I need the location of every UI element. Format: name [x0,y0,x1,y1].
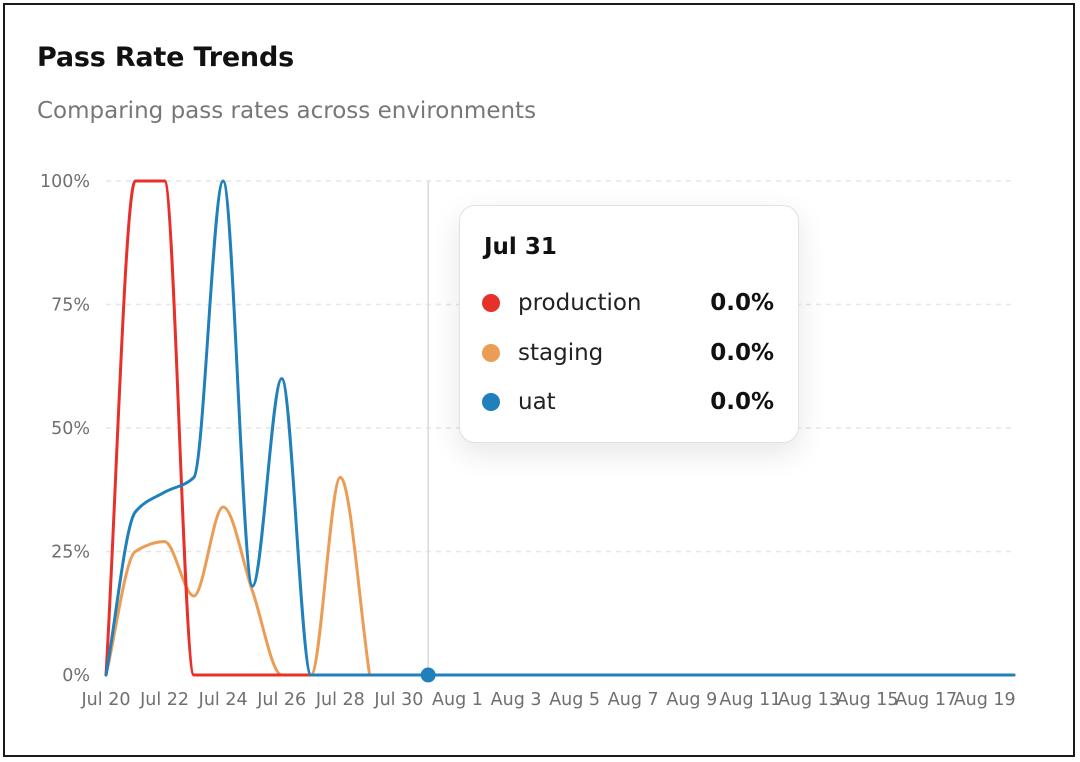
x-tick-label: Aug 13 [778,690,840,710]
x-tick-label: Jul 24 [198,690,248,710]
staging-line [104,475,372,677]
uat-line [104,179,1016,677]
tooltip-series-name: uat [518,389,556,415]
x-tick-label: Aug 15 [837,690,899,710]
tooltip-row-production: production 0.0% [482,288,774,318]
y-tick-label: 75% [51,296,90,316]
tooltip-series-value: 0.0% [710,340,774,366]
x-tick-label: Aug 19 [954,690,1016,710]
uat-legend-dot [482,393,500,411]
chart-subtitle: Comparing pass rates across environments [37,98,537,124]
x-tick-label: Aug 17 [895,690,957,710]
chart-tooltip: Jul 31 production 0.0% staging 0.0% uat … [459,205,799,443]
x-tick-label: Jul 20 [81,690,131,710]
x-tick-label: Aug 11 [719,690,781,710]
y-tick-label: 50% [51,419,90,439]
series-lines [104,179,1016,677]
y-tick-label: 100% [40,172,90,192]
x-tick-label: Jul 22 [139,690,189,710]
tooltip-date: Jul 31 [484,234,557,260]
x-tick-label: Aug 5 [549,690,600,710]
x-tick-label: Jul 30 [373,690,423,710]
active-point [420,667,436,683]
y-tick-label: 0% [62,666,90,686]
x-tick-label: Aug 7 [608,690,659,710]
tooltip-series-name: staging [518,340,604,366]
production-legend-dot [482,294,500,312]
y-tick-label: 25% [51,543,90,563]
x-tick-label: Aug 9 [666,690,717,710]
tooltip-series-name: production [518,290,642,316]
x-tick-label: Jul 26 [256,690,306,710]
x-tick-label: Jul 28 [315,690,365,710]
x-tick-label: Aug 3 [491,690,542,710]
tooltip-row-uat: uat 0.0% [482,387,774,417]
tooltip-series-value: 0.0% [710,389,774,415]
x-tick-label: Aug 1 [432,690,483,710]
tooltip-row-staging: staging 0.0% [482,338,774,368]
tooltip-series-value: 0.0% [710,290,774,316]
chart-title: Pass Rate Trends [37,42,294,73]
x-axis-ticks: Jul 20 Jul 22 Jul 24 Jul 26 Jul 28 Jul 30 Aug … [81,690,1016,710]
y-axis-ticks: 0% 25% 50% 75% 100% [40,172,90,686]
staging-legend-dot [482,344,500,362]
